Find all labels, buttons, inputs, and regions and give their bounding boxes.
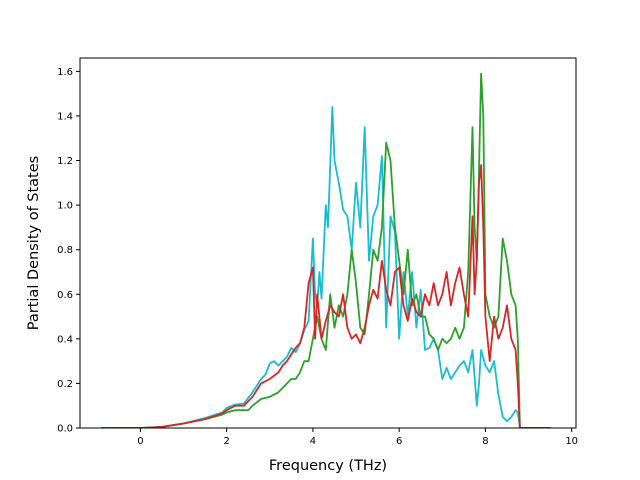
x-tick-label: 6	[396, 436, 402, 447]
plot-frame	[79, 57, 577, 429]
series-line-3	[100, 164, 551, 428]
y-tick-label: 0.2	[57, 379, 73, 390]
x-tick-label: 2	[223, 436, 229, 447]
y-tick-label: 0.4	[57, 334, 73, 345]
series-line-2	[100, 72, 551, 428]
series-line-1	[100, 106, 551, 428]
y-tick-label: 0.8	[57, 245, 73, 256]
x-tick-label: 10	[565, 436, 578, 447]
y-axis: 0.0 0.2 0.4 0.6 0.8 1.0 1.2 1.4 1.6	[57, 67, 80, 435]
y-tick-label: 1.2	[57, 156, 73, 167]
series-layer	[100, 72, 551, 428]
x-tick-label: 4	[310, 436, 316, 447]
y-tick-label: 0.0	[57, 424, 73, 435]
y-tick-label: 1.6	[57, 67, 73, 78]
x-tick-label: 8	[482, 436, 488, 447]
y-tick-label: 1.4	[57, 111, 73, 122]
y-tick-label: 0.6	[57, 290, 73, 301]
y-axis-label: Partial Density of States	[26, 156, 42, 330]
x-axis-label: Frequency (THz)	[269, 458, 387, 474]
y-tick-label: 1.0	[57, 201, 73, 212]
x-tick-label: 0	[137, 436, 143, 447]
x-axis: 0 2 4 6 8 10	[137, 428, 578, 447]
